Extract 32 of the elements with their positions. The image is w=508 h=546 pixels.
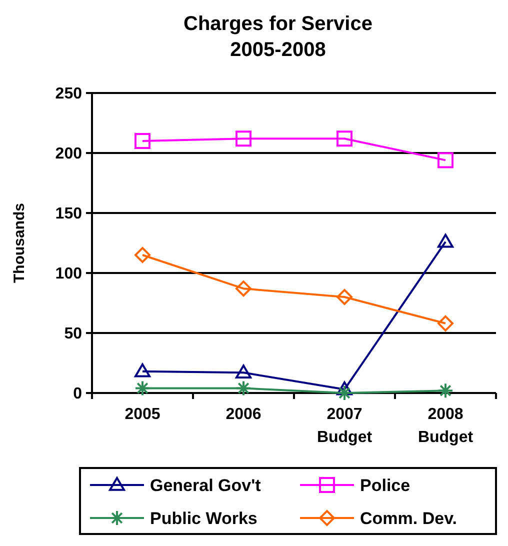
y-tick-label: 0: [73, 386, 82, 403]
y-axis-title: Thousands: [11, 202, 28, 284]
y-tick-label: 150: [55, 206, 82, 223]
y-tick-label: 250: [55, 86, 82, 103]
legend-label: Police: [360, 476, 410, 495]
point: [438, 382, 454, 399]
point: [236, 280, 252, 297]
legend-label: Comm. Dev.: [360, 508, 457, 528]
point: [236, 130, 252, 147]
point: [438, 152, 454, 168]
point: [236, 380, 252, 396]
point: [134, 133, 150, 149]
y-tick-label: 50: [64, 326, 82, 343]
chart-title: Charges for Service 2005-2008: [184, 13, 372, 61]
point: [438, 234, 454, 248]
point: [236, 364, 252, 378]
point: [134, 363, 150, 378]
point: [336, 385, 352, 401]
legend-label: General Gov't: [150, 476, 262, 495]
x-tick-label: 2008 Budget: [418, 406, 474, 446]
legend-label: Public Works: [150, 508, 258, 528]
x-tick-label: 2005: [124, 406, 160, 423]
y-tick-label: 100: [55, 266, 82, 283]
point: [336, 381, 352, 396]
point: [134, 380, 150, 396]
point: [336, 289, 352, 305]
x-tick-label: 2006: [226, 406, 262, 423]
x-tick-label: 2007 Budget: [316, 406, 373, 446]
y-tick-label: 200: [55, 146, 82, 163]
point: [134, 247, 150, 263]
point: [438, 315, 454, 332]
point: [336, 130, 352, 147]
